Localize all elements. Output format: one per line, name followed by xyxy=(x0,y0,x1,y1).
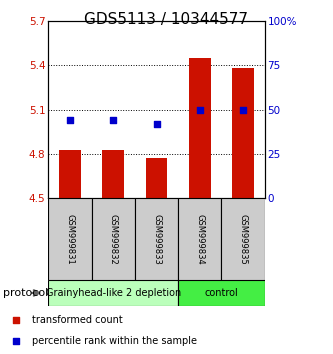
Text: percentile rank within the sample: percentile rank within the sample xyxy=(32,336,197,346)
Bar xyxy=(189,58,211,198)
Bar xyxy=(146,158,167,198)
Point xyxy=(14,317,19,323)
Text: GSM999833: GSM999833 xyxy=(152,213,161,264)
Text: GSM999832: GSM999832 xyxy=(109,213,118,264)
Text: GSM999835: GSM999835 xyxy=(238,213,248,264)
Point xyxy=(197,107,202,113)
Bar xyxy=(232,68,254,198)
Point xyxy=(154,121,159,127)
Text: Grainyhead-like 2 depletion: Grainyhead-like 2 depletion xyxy=(46,288,181,298)
Text: GSM999834: GSM999834 xyxy=(195,213,204,264)
Bar xyxy=(48,198,92,280)
Bar xyxy=(221,198,265,280)
Text: GDS5113 / 10344577: GDS5113 / 10344577 xyxy=(85,12,248,27)
Point xyxy=(111,118,116,123)
Bar xyxy=(178,280,265,306)
Text: control: control xyxy=(204,288,238,298)
Bar xyxy=(103,149,124,198)
Bar xyxy=(59,149,81,198)
Point xyxy=(14,338,19,344)
Text: protocol: protocol xyxy=(3,288,49,298)
Bar xyxy=(178,198,221,280)
Bar xyxy=(48,280,178,306)
Bar xyxy=(92,198,135,280)
Text: GSM999831: GSM999831 xyxy=(65,213,75,264)
Point xyxy=(240,107,246,113)
Text: transformed count: transformed count xyxy=(32,315,123,325)
Bar xyxy=(135,198,178,280)
Point xyxy=(67,118,73,123)
